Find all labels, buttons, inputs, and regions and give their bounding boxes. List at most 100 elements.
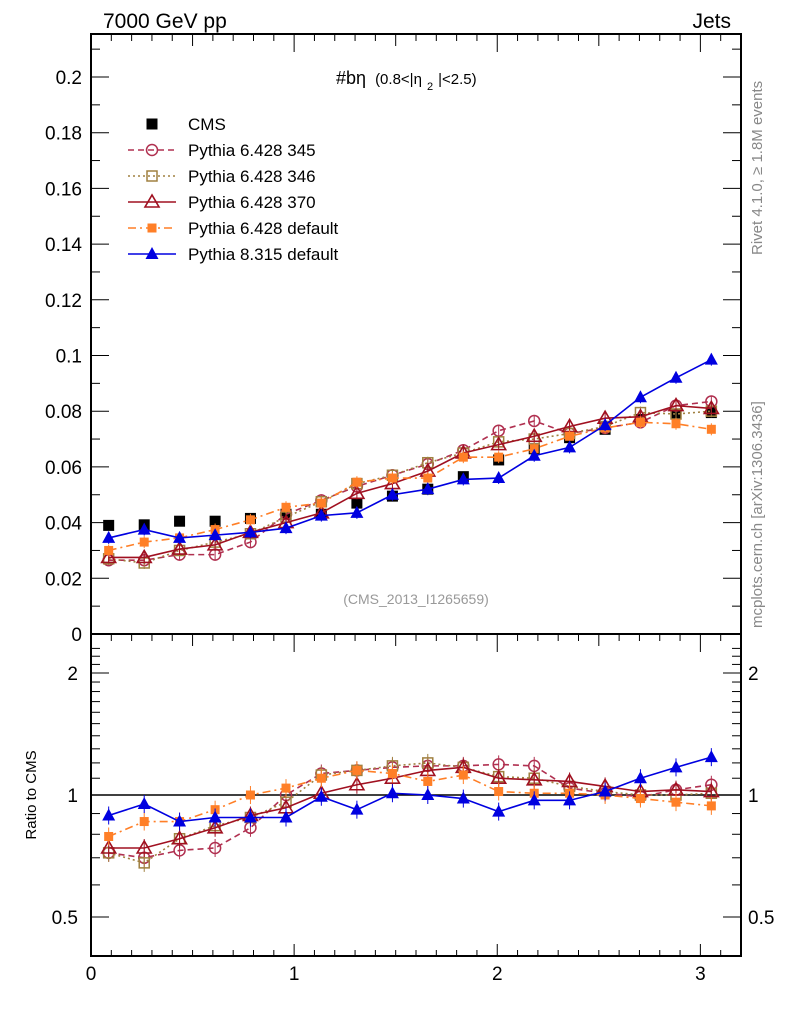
header-left: 7000 GeV pp xyxy=(103,10,227,33)
legend-label: CMS xyxy=(188,115,226,134)
ratio-point xyxy=(279,810,293,823)
main-axis-ticks xyxy=(90,34,742,956)
data-point xyxy=(669,370,683,383)
y-tick-label: 0.2 xyxy=(56,68,82,89)
ratio-point xyxy=(173,814,187,827)
ratio-line-pythia-6-428-370 xyxy=(108,766,712,849)
tick-labels: 0 0.02 0.04 0.06 0.08 0.1 0.12 0.14 0.16 0.18 0.2 0… xyxy=(45,68,774,985)
ratio-point xyxy=(348,776,366,791)
data-point xyxy=(281,502,291,512)
data-point xyxy=(135,548,153,564)
y-tick-label: 0.16 xyxy=(45,179,82,200)
data-point xyxy=(492,471,506,484)
data-point xyxy=(456,472,470,485)
ratio-point xyxy=(137,797,151,810)
ratio-series-pythia-6-428-345 xyxy=(102,755,718,867)
series-pythia-6-428-default xyxy=(104,416,716,557)
data-point xyxy=(671,419,681,429)
side-text-rivet: Rivet 4.1.0, ≥ 1.8M events xyxy=(749,81,766,255)
data-point xyxy=(527,414,541,428)
data-point xyxy=(702,399,720,415)
data-point xyxy=(667,397,685,412)
legend-label: Pythia 6.428 346 xyxy=(188,167,316,186)
data-point xyxy=(104,545,114,555)
y-tick-label: 0.04 xyxy=(45,514,82,535)
ratio-point xyxy=(702,782,720,798)
ratio-point xyxy=(350,802,364,815)
title-main: #bη xyxy=(336,68,366,88)
data-point xyxy=(173,530,187,543)
analysis-id: (CMS_2013_I1265659) xyxy=(343,591,489,607)
ratio-point xyxy=(100,839,118,854)
series-line-pythia-6-428-default xyxy=(108,421,712,552)
ratio-line-pythia-6-428-345 xyxy=(108,763,712,859)
legend-marker xyxy=(146,170,158,182)
data-point xyxy=(245,515,255,525)
title-sub-index: 2 xyxy=(427,81,433,93)
data-point xyxy=(351,497,363,509)
series-pythia-6-428-346 xyxy=(102,405,718,569)
ratio-point xyxy=(208,841,222,855)
ratio-point xyxy=(281,783,291,793)
data-point xyxy=(279,521,293,534)
data-point xyxy=(206,536,224,551)
ratio-series-pythia-6-428-370 xyxy=(100,758,720,857)
ratio-point xyxy=(138,857,150,869)
data-point xyxy=(421,482,435,495)
ratio-axis-ticks xyxy=(91,647,741,918)
ratio-point xyxy=(385,786,399,799)
ratio-y-tick-label-right: 1 xyxy=(748,786,759,807)
data-point xyxy=(243,525,257,538)
data-point xyxy=(314,508,328,521)
data-point xyxy=(490,436,508,451)
data-point xyxy=(527,448,541,461)
ratio-point xyxy=(527,793,541,806)
data-point xyxy=(209,515,221,527)
data-point xyxy=(633,390,647,403)
ratio-point xyxy=(494,787,504,797)
ratio-point xyxy=(492,804,506,817)
ratio-series-pythia-6-428-346 xyxy=(102,753,718,872)
data-point xyxy=(316,498,326,508)
legend-marker xyxy=(145,247,159,259)
legend-marker xyxy=(143,193,161,208)
legend-entry-pythia-8-315-default: Pythia 8.315 default xyxy=(128,245,339,264)
data-point xyxy=(103,519,115,531)
ratio-point xyxy=(206,819,224,834)
ratio-point xyxy=(671,797,681,807)
ratio-point xyxy=(316,773,326,783)
y-tick-label: 0.18 xyxy=(45,124,82,145)
x-tick-label: 2 xyxy=(492,964,503,985)
ratio-line-pythia-8-315-default xyxy=(108,756,712,823)
data-point xyxy=(137,522,151,535)
y-tick-label: 0.02 xyxy=(45,569,82,590)
ratio-point xyxy=(314,789,328,802)
legend-marker xyxy=(146,118,158,130)
y-tick-label: 0.14 xyxy=(45,235,82,256)
data-point xyxy=(494,452,504,462)
title-sub-post: |<2.5) xyxy=(438,71,477,88)
ratio-y-label: Ratio to CMS xyxy=(23,750,40,839)
ratio-y-tick-label: 2 xyxy=(67,664,78,685)
data-point xyxy=(348,484,366,500)
ratio-point xyxy=(135,839,153,854)
data-point xyxy=(100,548,118,564)
x-tick-label: 3 xyxy=(695,964,706,985)
series-pythia-8-315-default xyxy=(102,352,718,544)
data-point xyxy=(635,417,645,427)
data-point xyxy=(525,427,543,443)
ratio-point xyxy=(243,810,257,823)
series-line-pythia-8-315-default xyxy=(108,358,712,539)
ratio-y-tick-label: 0.5 xyxy=(52,908,78,929)
ratio-point xyxy=(635,794,645,804)
series-line-pythia-6-428-346 xyxy=(108,410,712,564)
y-tick-label: 0 xyxy=(71,625,82,646)
data-point xyxy=(704,352,718,365)
data-point xyxy=(352,477,362,487)
ratio-point xyxy=(245,790,255,800)
side-text-mcplots: mcplots.cern.ch [arXiv:1306.3436] xyxy=(749,401,766,628)
ratio-point xyxy=(458,770,468,780)
y-tick-label: 0.08 xyxy=(45,402,82,423)
plot-title: #bη (0.8<|η 2 |<2.5) xyxy=(336,68,477,94)
